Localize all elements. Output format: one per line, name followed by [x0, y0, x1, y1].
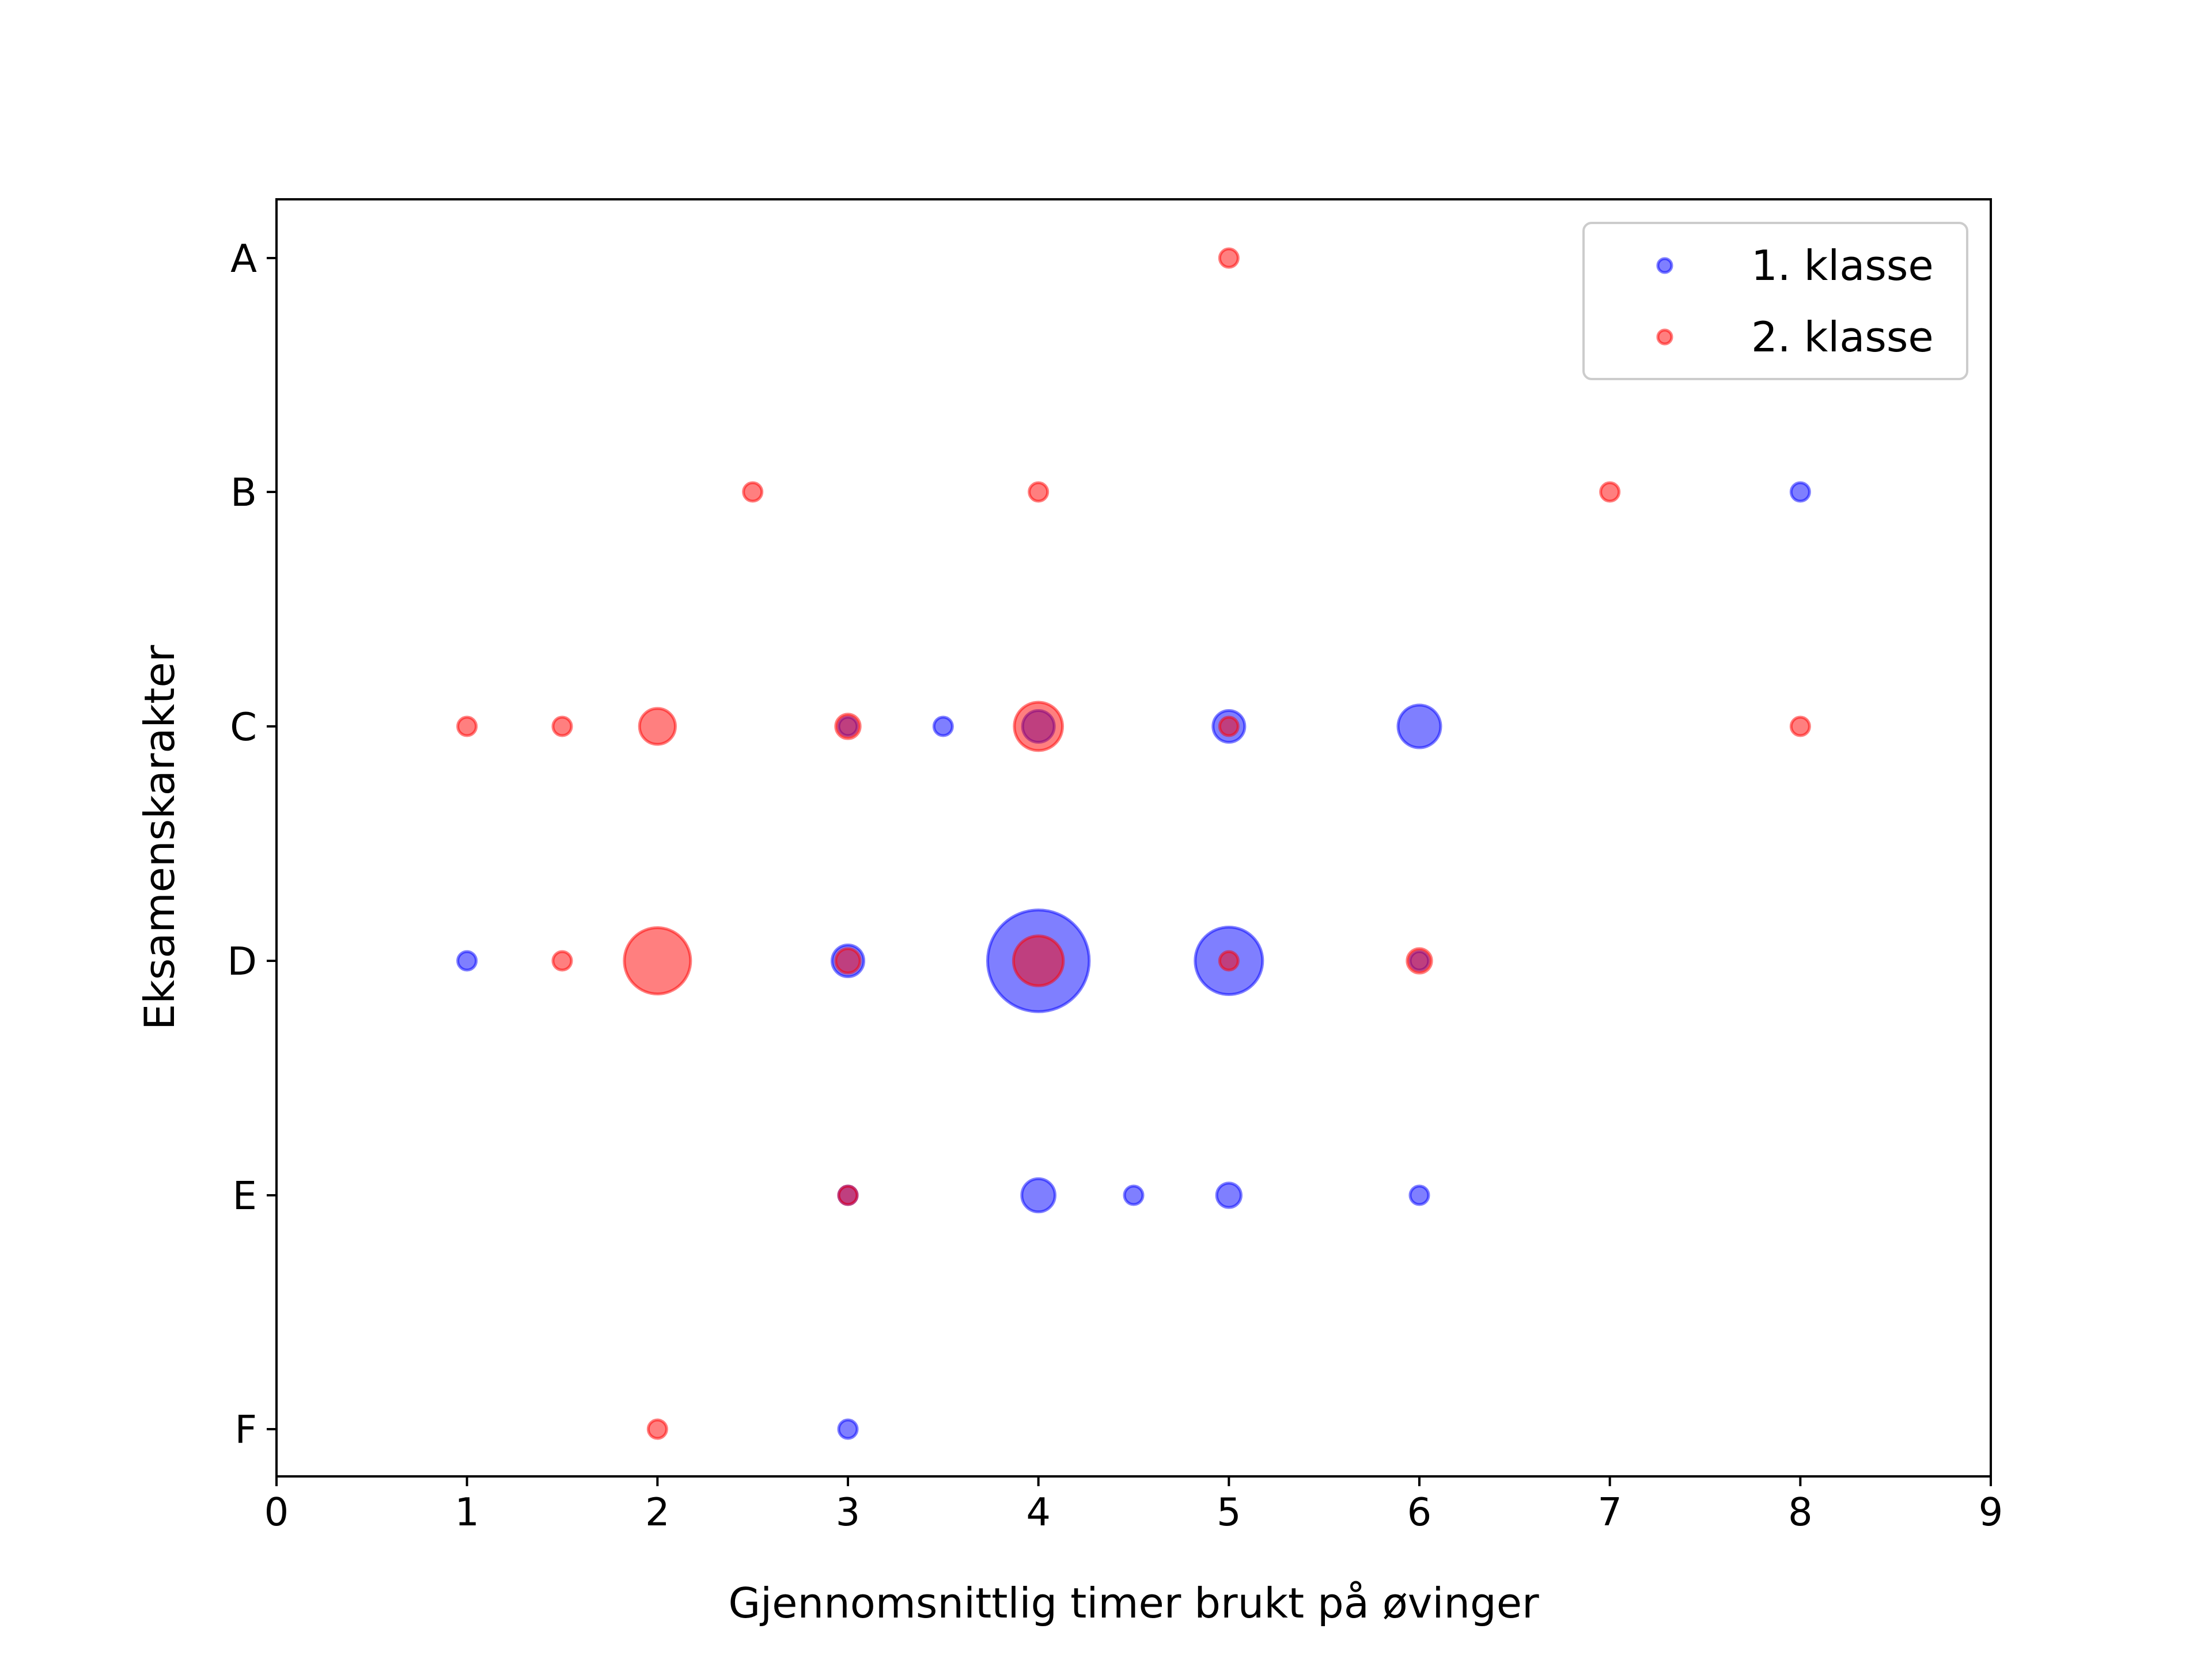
data-point — [1218, 950, 1240, 972]
y-tick-label: F — [234, 1407, 257, 1452]
y-axis: A B C D E F — [227, 236, 276, 1452]
data-point — [1599, 481, 1621, 503]
data-point — [932, 715, 954, 737]
data-point — [456, 950, 478, 972]
data-point — [1396, 703, 1442, 749]
data-point — [638, 707, 677, 746]
data-point — [1123, 1184, 1145, 1206]
y-tick-label: B — [230, 470, 257, 515]
x-tick-label: 0 — [264, 1490, 289, 1535]
x-tick-label: 4 — [1026, 1490, 1051, 1535]
x-tick-label: 9 — [1979, 1490, 2003, 1535]
data-point — [1218, 715, 1240, 737]
data-point — [1012, 934, 1065, 987]
data-point — [1218, 247, 1240, 269]
x-tick-label: 6 — [1407, 1490, 1432, 1535]
x-axis: 0 1 2 3 4 5 6 7 8 9 — [264, 1476, 2003, 1535]
data-point — [1020, 1177, 1056, 1214]
data-point — [1408, 1184, 1430, 1206]
legend-marker — [1656, 257, 1673, 274]
x-tick-label: 7 — [1597, 1490, 1622, 1535]
data-point — [834, 713, 862, 740]
data-point — [1789, 715, 1811, 737]
y-tick-label: A — [230, 236, 257, 281]
data-point — [623, 926, 692, 995]
data-point — [646, 1418, 668, 1440]
x-axis-title: Gjennomsnittlig timer brukt på øvinger — [728, 1579, 1539, 1627]
y-tick-label: C — [230, 704, 257, 749]
data-point — [1028, 481, 1050, 503]
data-point — [837, 1418, 859, 1440]
axes-frame — [275, 198, 1992, 1478]
x-tick-label: 5 — [1217, 1490, 1241, 1535]
data-point — [1215, 1181, 1243, 1209]
data-point — [1406, 947, 1433, 975]
legend-marker — [1656, 328, 1673, 346]
series-2 — [456, 247, 1811, 1440]
y-axis-title: Eksamenskarakter — [135, 645, 184, 1030]
data-point — [551, 950, 573, 972]
legend-frame — [1582, 222, 1968, 380]
data-point — [456, 715, 478, 737]
y-tick-label: E — [233, 1173, 257, 1218]
x-tick-label: 3 — [836, 1490, 861, 1535]
data-point — [742, 481, 764, 503]
data-point — [1013, 700, 1064, 752]
data-point — [837, 1184, 859, 1206]
data-point — [551, 715, 573, 737]
x-tick-label: 1 — [454, 1490, 479, 1535]
y-tick-label: D — [227, 939, 257, 984]
data-point — [834, 947, 862, 975]
legend-label: 2. klasse — [1751, 313, 1934, 361]
data-point — [1789, 481, 1811, 503]
x-tick-label: 2 — [645, 1490, 670, 1535]
plot-area — [456, 247, 1811, 1440]
legend-label: 1. klasse — [1751, 241, 1934, 290]
legend: 1. klasse 2. klasse — [1582, 222, 1968, 380]
x-tick-label: 8 — [1788, 1490, 1813, 1535]
